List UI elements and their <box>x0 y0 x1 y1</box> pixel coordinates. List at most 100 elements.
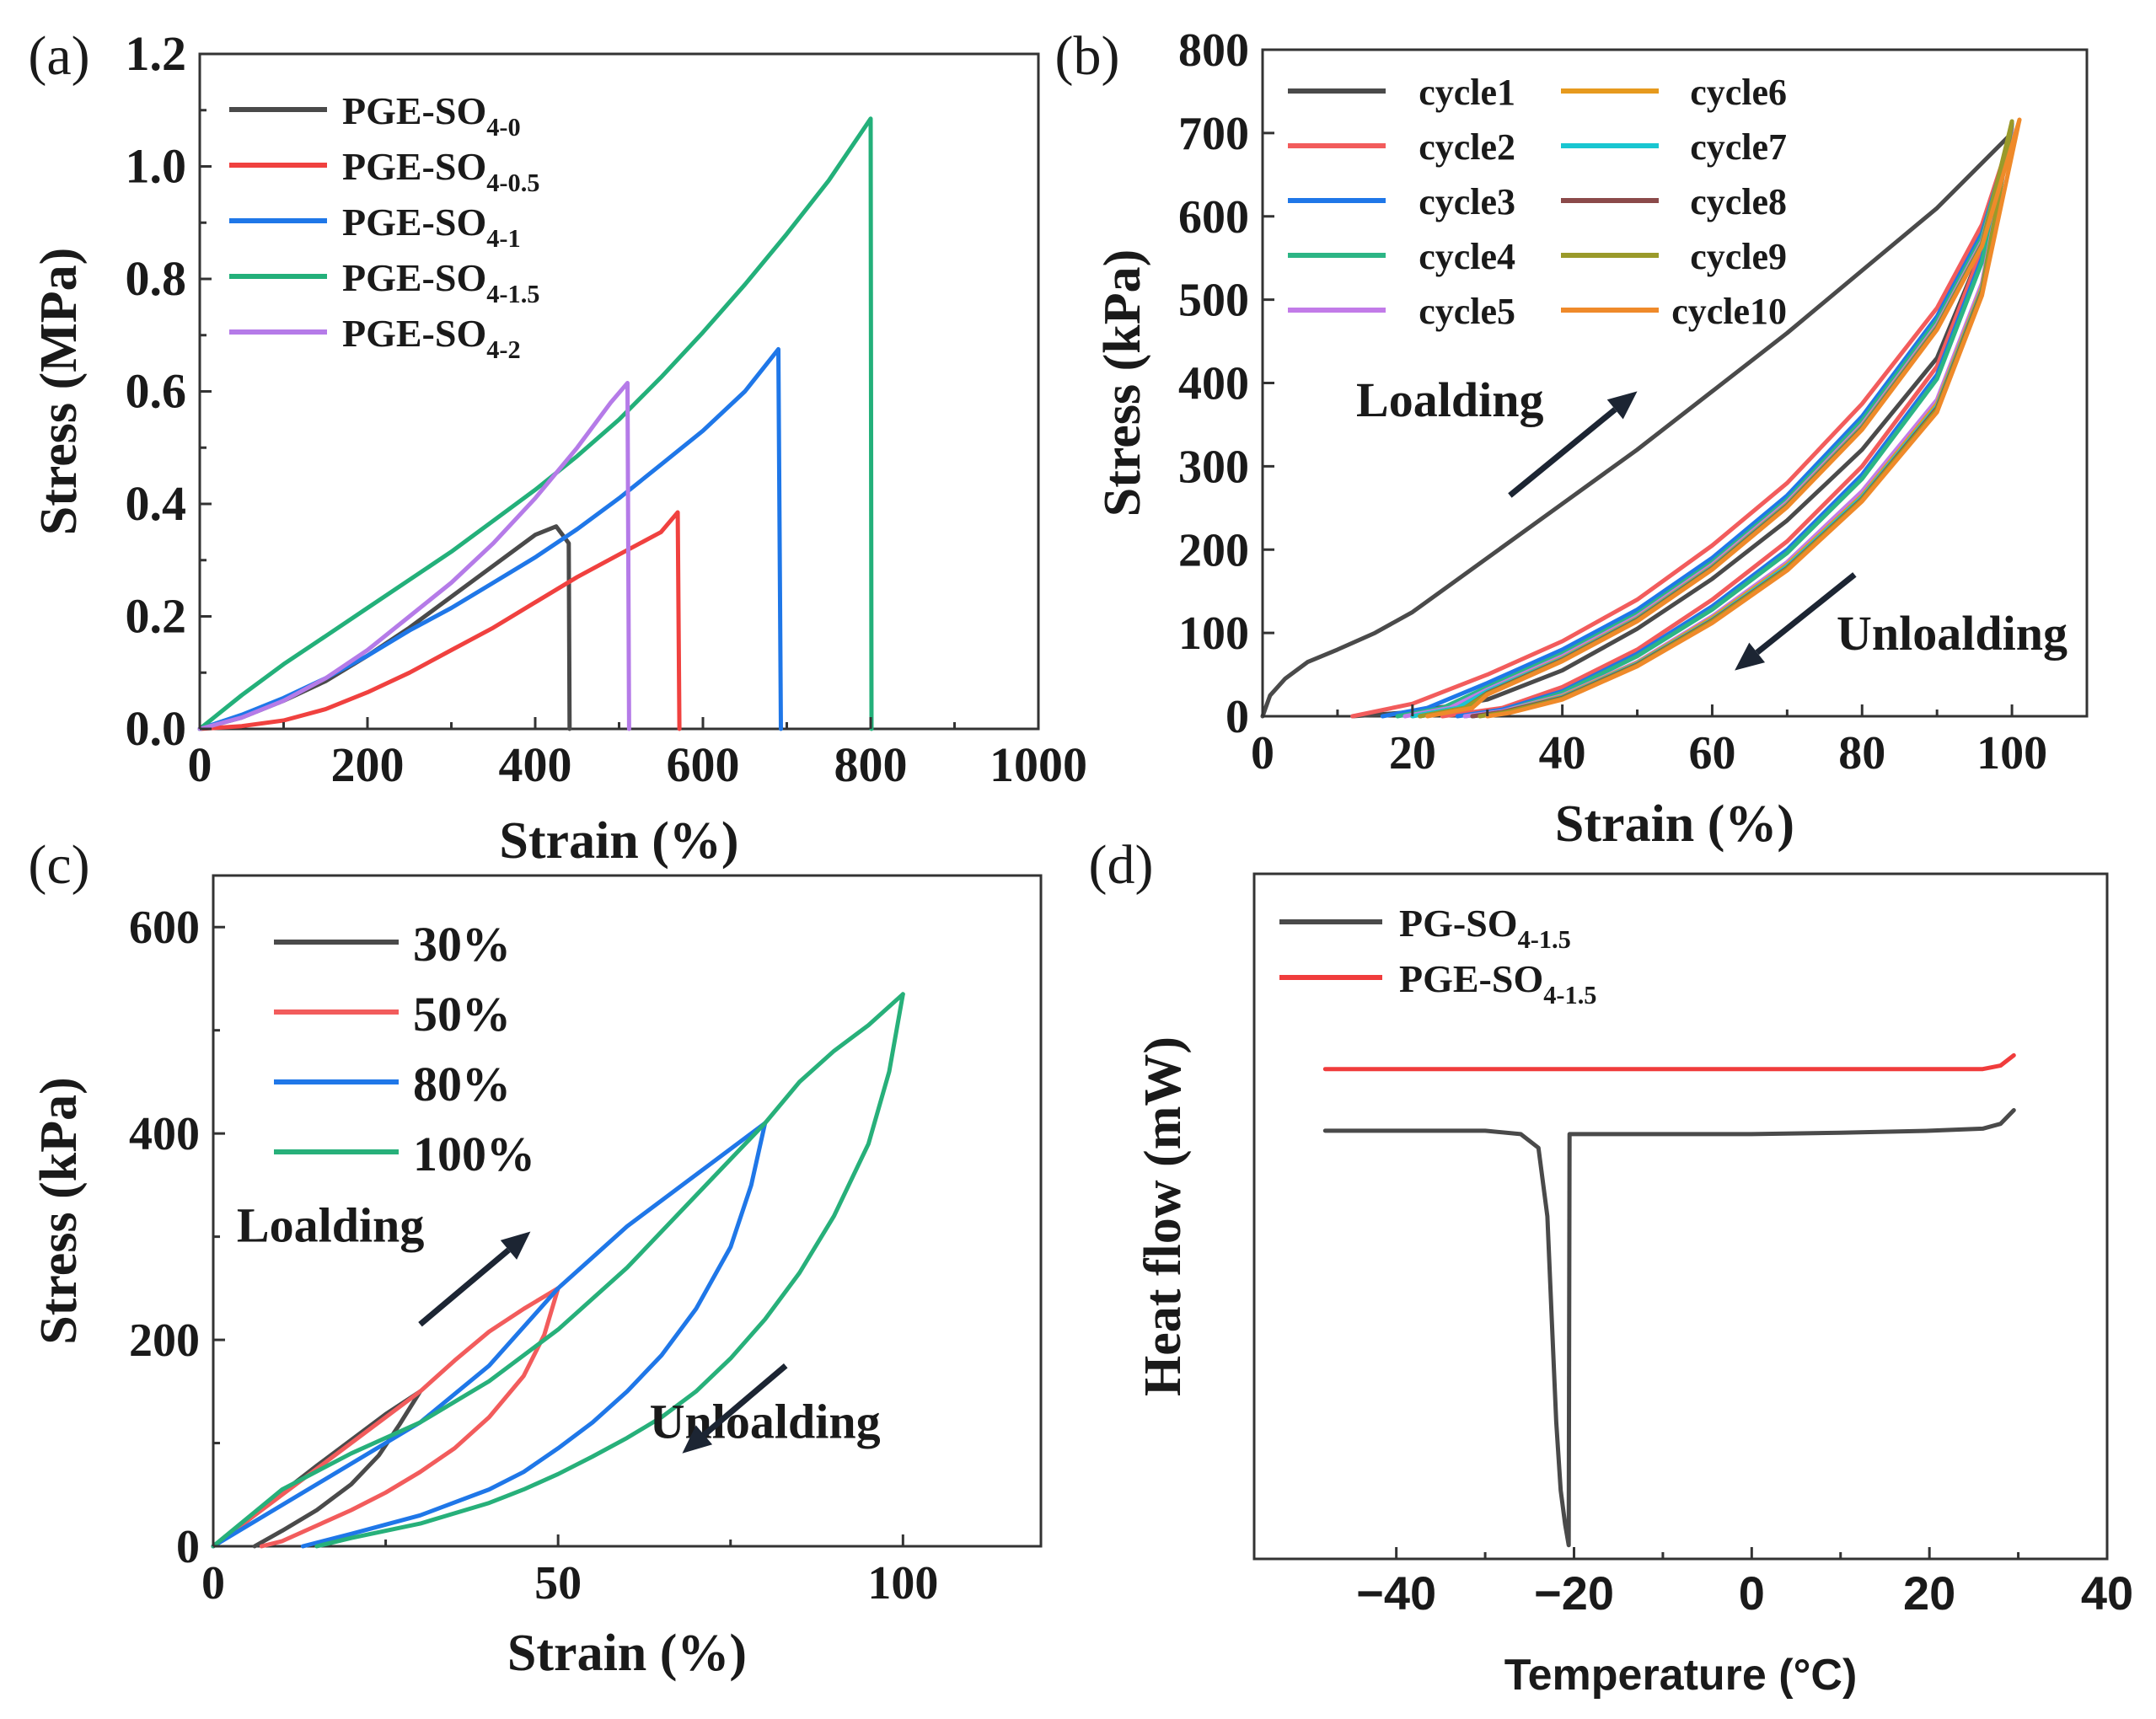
x-tick-label: −20 <box>1534 1566 1614 1620</box>
annotation-arrow-1-shaft <box>1755 572 1857 656</box>
series-unloading-0 <box>252 1389 422 1549</box>
annotation-text: Unloalding <box>1837 606 2068 661</box>
legend-label: cycle4 <box>1419 236 1515 277</box>
y-tick-label: 300 <box>1178 441 1249 493</box>
annotation-arrow-0-head <box>1606 391 1638 420</box>
y-tick-label: 100 <box>1178 608 1249 660</box>
panel-b: 0 20 40 60 80 100 0 100 200 300 400 500 600 700 800 Str… <box>1055 24 2089 853</box>
legend-label: cycle5 <box>1419 291 1515 332</box>
y-tick-label: 1.0 <box>126 139 187 194</box>
x-tick-label: 60 <box>1688 727 1735 779</box>
y-tick-label: 500 <box>1178 275 1249 327</box>
x-tick-label: −40 <box>1356 1566 1436 1620</box>
series-loading-0 <box>1260 131 2014 719</box>
series-line-2 <box>197 346 783 731</box>
y-axis-label: Heat flow (mW) <box>1134 1036 1192 1396</box>
legend-label: 50% <box>413 987 511 1042</box>
series-loading-3 <box>211 992 905 1549</box>
legend-label: cycle7 <box>1690 126 1787 168</box>
x-tick-label: 80 <box>1838 727 1885 779</box>
x-tick-label: 0 <box>201 1557 225 1609</box>
x-axis-label: Strain (%) <box>507 1625 747 1682</box>
x-tick-label: 0 <box>1739 1566 1765 1620</box>
series-loading-1 <box>1350 131 2014 719</box>
series-loading-9 <box>1425 117 2022 719</box>
panel-label: (a) <box>28 25 89 87</box>
legend-label: PGE-SO4-1.5 <box>342 256 540 308</box>
y-tick-label: 0.2 <box>126 589 187 644</box>
y-tick-label: 0.6 <box>126 364 187 419</box>
x-tick-label: 20 <box>1903 1566 1955 1620</box>
legend-label: cycle10 <box>1671 291 1787 332</box>
annotation-text: Loalding <box>1356 372 1543 427</box>
series-unloading-3 <box>314 992 905 1549</box>
x-tick-label: 200 <box>331 737 405 792</box>
y-axis-label: Stress (kPa) <box>1094 249 1151 517</box>
series-unloading-1 <box>1440 131 2014 719</box>
y-axis-label: Stress (kPa) <box>30 1077 88 1344</box>
x-tick-label: 40 <box>2081 1566 2133 1620</box>
x-tick-label: 800 <box>834 737 908 792</box>
legend-label: cycle2 <box>1419 126 1515 168</box>
annotation-arrow-1-head <box>1735 642 1766 671</box>
y-tick-label: 0.4 <box>126 476 187 531</box>
annotation-text: Unloalding <box>650 1394 881 1449</box>
panel-label: (c) <box>28 834 89 896</box>
panel-d: −40 −20 0 20 40 Temperature (°C) Heat flow (mW… <box>1089 834 2134 1700</box>
legend-label: cycle8 <box>1690 181 1787 222</box>
x-tick-label: 100 <box>1976 727 2047 779</box>
legend-label: 80% <box>413 1057 511 1111</box>
y-tick-label: 700 <box>1178 108 1249 160</box>
y-tick-label: 1.2 <box>126 26 187 81</box>
annotation-arrow-1-head <box>682 1425 713 1454</box>
legend-label: cycle9 <box>1690 236 1787 277</box>
x-tick-label: 50 <box>534 1557 582 1609</box>
y-tick-label: 0 <box>1225 691 1249 743</box>
y-tick-label: 600 <box>129 902 200 954</box>
x-tick-label: 1000 <box>990 737 1087 792</box>
x-tick-label: 100 <box>867 1557 938 1609</box>
y-tick-label: 200 <box>1178 524 1249 576</box>
series-unloading-9 <box>1485 117 2022 719</box>
x-tick-label: 20 <box>1389 727 1436 779</box>
legend-label: PGE-SO4-0.5 <box>342 145 540 197</box>
x-tick-label: 40 <box>1539 727 1586 779</box>
legend-label: PGE-SO4-0 <box>342 89 521 142</box>
annotation-text: Loalding <box>237 1198 424 1253</box>
y-tick-label: 600 <box>1178 191 1249 244</box>
x-tick-label: 0 <box>188 737 212 792</box>
series-line-1 <box>197 510 682 731</box>
x-axis-label: Strain (%) <box>499 812 738 870</box>
panel-label: (b) <box>1055 25 1120 87</box>
panel-c: 0 50 100 0 200 400 600 Strain (%) Stress (kPa) (c… <box>28 834 1043 1682</box>
y-tick-label: 200 <box>129 1315 200 1367</box>
legend-label: PG-SO4-1.5 <box>1399 902 1571 954</box>
panel-a: 0 200 400 600 800 1000 0.0 0.2 0.4 0.6 0.8 1.0 1.2 St… <box>28 25 1087 870</box>
y-tick-label: 0.8 <box>126 251 187 306</box>
x-axis-label: Strain (%) <box>1555 795 1794 853</box>
y-tick-label: 0.0 <box>126 701 187 756</box>
series-loading-1 <box>211 1286 560 1549</box>
panel-label: (d) <box>1089 834 1154 896</box>
series-unloading-2 <box>300 1121 768 1549</box>
series-unloading-1 <box>259 1286 560 1549</box>
series-line-3 <box>197 116 874 731</box>
legend-label: 100% <box>413 1127 535 1181</box>
series-line-1 <box>1322 1052 2016 1072</box>
x-tick-label: 600 <box>667 737 740 792</box>
legend-label: 30% <box>413 917 511 972</box>
series-loading-2 <box>211 1121 768 1549</box>
legend-label: cycle1 <box>1419 72 1515 113</box>
annotation-arrow-1-shaft <box>702 1363 788 1438</box>
legend-label: PGE-SO4-2 <box>342 312 521 364</box>
legend-label: PGE-SO4-1.5 <box>1399 957 1597 1009</box>
x-axis-label: Temperature (°C) <box>1504 1651 1858 1700</box>
series-line-4 <box>197 381 631 731</box>
y-tick-label: 400 <box>129 1108 200 1160</box>
y-tick-label: 400 <box>1178 358 1249 410</box>
x-tick-label: 400 <box>499 737 572 792</box>
y-axis-label: Stress (MPa) <box>30 248 88 535</box>
annotation-arrow-0-shaft <box>1508 407 1617 498</box>
y-tick-label: 0 <box>176 1521 200 1573</box>
